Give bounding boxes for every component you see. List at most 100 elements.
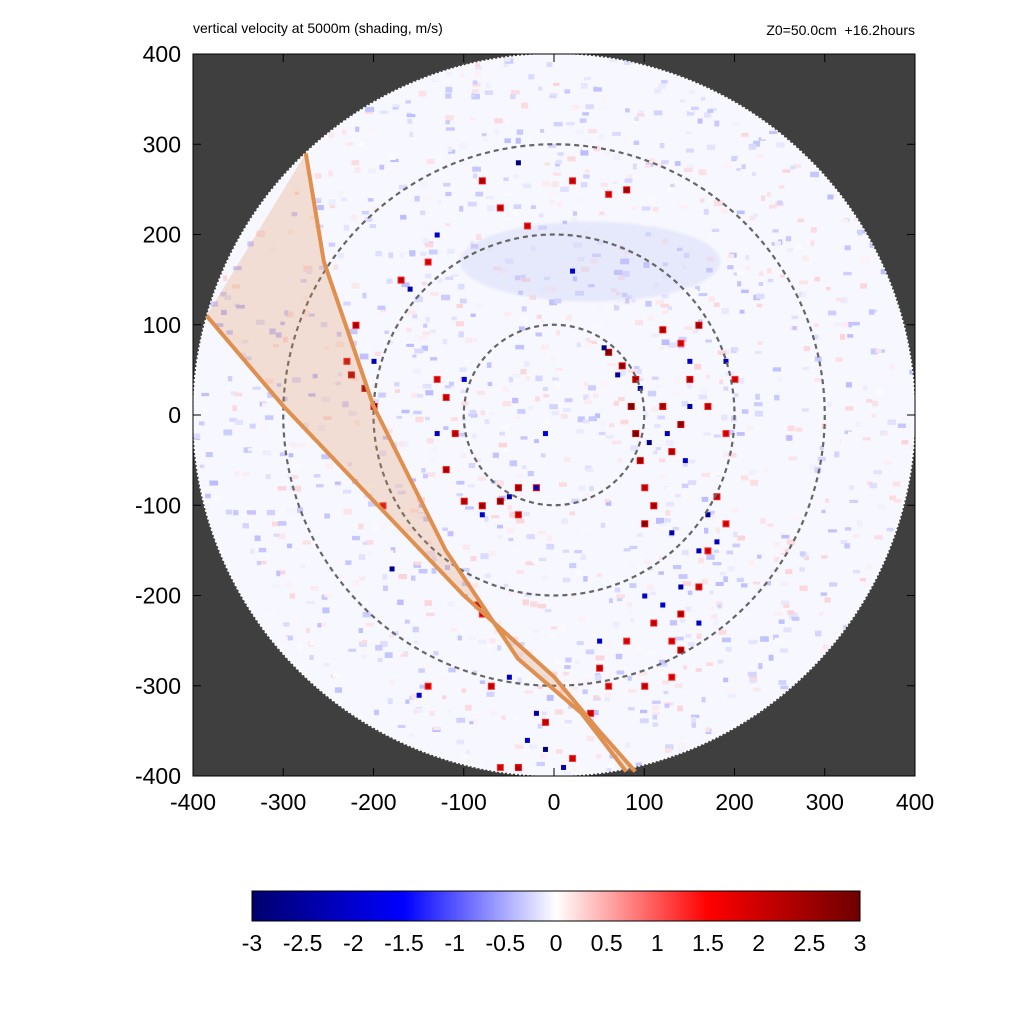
noise-cell: [690, 289, 698, 294]
noise-cell: [232, 405, 238, 412]
noise-cell: [756, 303, 763, 308]
noise-cell: [374, 351, 381, 357]
noise-cell: [698, 557, 704, 564]
noise-cell: [757, 554, 762, 559]
noise-cell: [513, 174, 519, 179]
downdraft-cell: [696, 548, 702, 554]
noise-cell: [667, 306, 672, 310]
noise-cell: [525, 300, 532, 306]
noise-cell: [604, 498, 610, 503]
noise-cell: [355, 126, 360, 132]
noise-cell: [803, 345, 811, 352]
downdraft-cell: [416, 692, 422, 698]
noise-cell: [755, 393, 760, 400]
noise-cell: [422, 383, 432, 389]
noise-cell: [447, 601, 455, 607]
noise-cell: [429, 249, 438, 255]
noise-cell: [776, 142, 785, 148]
noise-cell: [397, 724, 406, 729]
noise-cell: [532, 559, 541, 564]
noise-cell: [377, 305, 386, 310]
noise-cell: [286, 311, 294, 318]
noise-cell: [484, 90, 494, 95]
noise-cell: [515, 652, 523, 658]
noise-cell: [317, 623, 322, 628]
noise-cell: [292, 464, 302, 469]
noise-cell: [404, 619, 410, 624]
noise-cell: [721, 307, 729, 314]
noise-cell: [205, 452, 213, 458]
noise-cell: [649, 158, 656, 164]
noise-cell: [233, 392, 243, 397]
noise-cell: [706, 554, 715, 560]
noise-cell: [825, 498, 830, 503]
noise-cell: [705, 374, 710, 379]
noise-cell: [781, 582, 787, 586]
noise-cell: [769, 130, 778, 135]
noise-cell: [767, 278, 774, 283]
noise-cell: [874, 535, 883, 540]
noise-cell: [748, 560, 755, 566]
noise-cell: [400, 214, 407, 220]
noise-cell: [369, 224, 376, 228]
noise-cell: [472, 173, 478, 179]
noise-cell: [723, 576, 728, 583]
noise-cell: [711, 614, 718, 619]
updraft-cell: [628, 403, 634, 409]
noise-cell: [681, 483, 689, 488]
noise-cell: [715, 582, 724, 586]
noise-cell: [358, 628, 364, 634]
noise-cell: [365, 550, 373, 557]
noise-cell: [409, 233, 419, 237]
colorbar-tick-label: -1.5: [384, 930, 424, 956]
noise-cell: [787, 610, 795, 615]
noise-cell: [336, 331, 342, 337]
noise-cell: [851, 321, 860, 326]
updraft-cell: [515, 512, 521, 518]
noise-cell: [512, 373, 521, 379]
noise-cell: [235, 419, 244, 425]
noise-cell: [575, 660, 580, 665]
subsidence-region: [460, 221, 721, 302]
noise-cell: [881, 323, 890, 328]
noise-cell: [375, 644, 383, 651]
noise-cell: [367, 168, 377, 174]
noise-cell: [717, 659, 724, 664]
noise-cell: [469, 635, 477, 641]
noise-cell: [715, 527, 721, 534]
noise-cell: [767, 523, 774, 527]
noise-cell: [271, 640, 277, 644]
noise-cell: [392, 104, 401, 108]
noise-cell: [662, 310, 669, 314]
noise-cell: [345, 142, 354, 146]
noise-cell: [893, 498, 901, 503]
noise-cell: [672, 526, 679, 531]
noise-cell: [518, 326, 525, 331]
noise-cell: [247, 241, 254, 247]
noise-cell: [427, 540, 432, 545]
downdraft-cell: [407, 286, 413, 292]
noise-cell: [304, 310, 310, 317]
noise-cell: [707, 109, 714, 113]
noise-cell: [467, 199, 473, 204]
noise-cell: [797, 218, 805, 223]
noise-cell: [359, 141, 365, 148]
noise-cell: [826, 286, 831, 291]
noise-cell: [555, 367, 563, 372]
noise-cell: [654, 423, 661, 428]
noise-cell: [652, 700, 661, 704]
noise-cell: [605, 643, 614, 647]
noise-cell: [509, 511, 516, 518]
noise-cell: [359, 641, 367, 648]
noise-cell: [798, 280, 808, 285]
noise-cell: [542, 72, 550, 76]
noise-cell: [414, 561, 422, 566]
noise-cell: [557, 201, 563, 208]
downdraft-cell: [506, 674, 512, 680]
updraft-cell: [588, 710, 594, 716]
y-tick-label: -200: [135, 583, 181, 609]
noise-cell: [610, 318, 617, 324]
noise-cell: [465, 506, 474, 510]
noise-cell: [636, 533, 643, 537]
downdraft-cell: [601, 345, 607, 351]
